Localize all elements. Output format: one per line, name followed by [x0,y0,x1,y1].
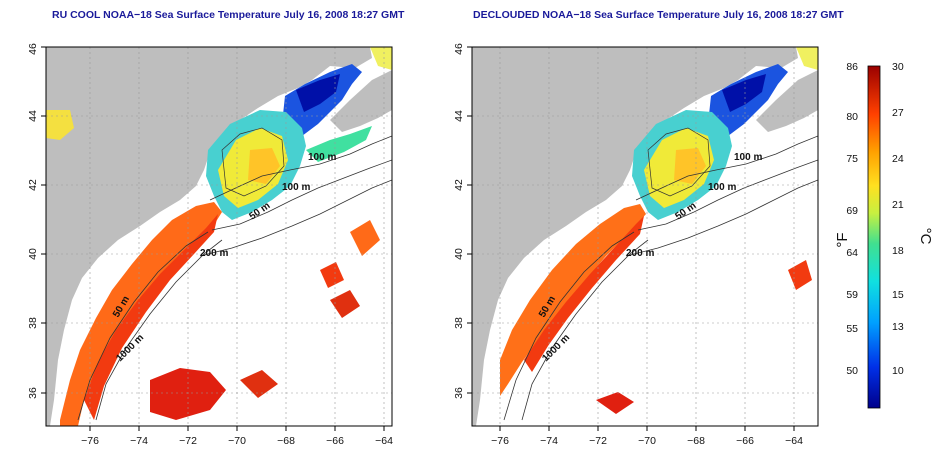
contour-label: 200 m [626,248,654,259]
y-tick-label: 44 [453,110,465,122]
y-tick-label: 44 [27,110,39,122]
celsius-tick: 30 [892,61,904,73]
celsius-tick: 27 [892,107,904,119]
colorbar: 86 80 75 69 64 59 55 50 30 27 24 21 18 1… [834,61,934,409]
x-tick-label: −68 [277,435,295,447]
right-map-frame [471,46,819,427]
celsius-tick: 24 [892,153,904,165]
right-map-title: DECLOUDED NOAA−18 Sea Surface Temperatur… [473,9,844,21]
x-tick-label: −74 [540,435,558,447]
land-mass [46,47,372,426]
y-tick-label: 42 [453,179,465,191]
x-tick-label: −76 [491,435,509,447]
fahrenheit-tick: 50 [846,365,858,377]
contour-label: 200 m [200,248,228,259]
celsius-tick: 10 [892,365,904,377]
left-map-title: RU COOL NOAA−18 Sea Surface Temperature … [52,9,405,21]
fahrenheit-tick: 59 [846,289,858,301]
y-tick-label: 38 [27,317,39,329]
x-tick-label: −76 [81,435,99,447]
y-tick-label: 36 [453,387,465,399]
celsius-tick: 13 [892,321,904,333]
contour-label: 100 m [282,182,310,193]
nova-scotia-land [756,70,818,132]
contour-label: 100 m [708,182,736,193]
x-tick-label: −72 [589,435,607,447]
x-tick-label: −68 [687,435,705,447]
celsius-tick: 15 [892,289,904,301]
left-map: 100 m 100 m 50 m 200 m 50 m 1000 m −76 −… [27,43,393,447]
y-tick-label: 36 [27,387,39,399]
left-map-frame [45,46,393,427]
mid-atlantic-warm [60,202,222,426]
fahrenheit-tick: 86 [846,61,858,73]
x-tick-label: −70 [228,435,246,447]
contour-label: 100 m [734,152,762,163]
nova-scotia-land [330,70,392,132]
mid-atlantic-warm [500,204,646,396]
x-tick-label: −66 [326,435,344,447]
y-tick-label: 38 [453,317,465,329]
land-mass [472,47,798,426]
x-tick-label: −64 [785,435,803,447]
y-tick-label: 46 [453,43,465,55]
fahrenheit-tick: 75 [846,153,858,165]
y-tick-label: 46 [27,43,39,55]
y-tick-label: 40 [453,248,465,260]
x-tick-label: −74 [130,435,148,447]
fahrenheit-tick: 69 [846,205,858,217]
x-tick-label: −70 [638,435,656,447]
fahrenheit-tick: 55 [846,323,858,335]
celsius-tick: 18 [892,245,904,257]
x-tick-label: −72 [179,435,197,447]
x-tick-label: −64 [375,435,393,447]
contour-label: 100 m [308,152,336,163]
x-tick-label: −66 [736,435,754,447]
celsius-unit-label: °C [917,228,934,245]
celsius-tick: 21 [892,199,904,211]
fahrenheit-unit-label: °F [834,232,851,247]
isobath-100m [209,135,392,201]
y-tick-label: 40 [27,248,39,260]
fahrenheit-tick: 64 [846,247,858,259]
isobath-100m [635,135,818,201]
right-map: 100 m 100 m 50 m 200 m 50 m 1000 m −76 −… [453,43,819,447]
colorbar-gradient [867,65,881,409]
fahrenheit-tick: 80 [846,111,858,123]
y-tick-label: 42 [27,179,39,191]
